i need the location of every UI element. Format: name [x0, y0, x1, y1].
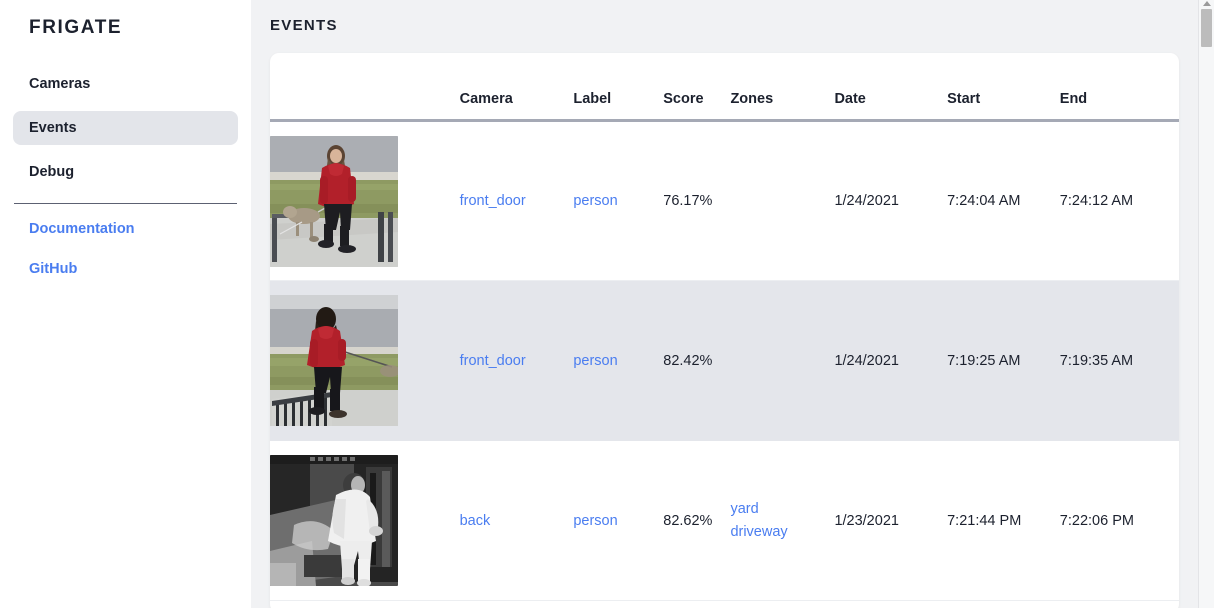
main-content: EVENTS Camera Label Score Zones Date Sta… [251, 0, 1214, 608]
viewport-edge-line [1198, 0, 1199, 608]
event-label-cell: person [573, 120, 664, 281]
events-table-head: Camera Label Score Zones Date Start End [270, 53, 1179, 121]
column-header-camera[interactable]: Camera [459, 91, 513, 107]
event-thumbnail-image[interactable] [270, 295, 398, 426]
event-score-cell: 82.42% [663, 280, 731, 441]
event-zones-cell [730, 120, 835, 281]
sidebar-item-cameras[interactable]: Cameras [29, 75, 91, 92]
events-card: Camera Label Score Zones Date Start End [270, 53, 1179, 608]
event-zone-item[interactable]: yard [730, 501, 759, 518]
event-end-cell: 7:24:12 AM [1059, 120, 1179, 281]
event-camera-link[interactable]: front_door [459, 193, 526, 209]
event-label-cell: person [573, 280, 664, 441]
vertical-scrollbar[interactable] [1199, 0, 1214, 608]
event-date-cell: 1/24/2021 [834, 120, 948, 281]
event-date-cell: 1/23/2021 [834, 440, 948, 601]
event-end-cell: 7:22:06 PM [1059, 440, 1179, 601]
sidebar: FRIGATE Cameras Events Debug Documentati… [0, 0, 251, 608]
event-thumbnail-cell[interactable] [270, 280, 460, 441]
event-date-cell: 1/24/2021 [834, 280, 948, 441]
events-table: Camera Label Score Zones Date Start End [270, 53, 1179, 601]
event-start-cell: 7:21:44 PM [947, 440, 1060, 601]
event-thumbnail-image[interactable] [270, 455, 398, 586]
event-label-link[interactable]: person [573, 512, 618, 529]
events-table-body: front_door person 76.17% 1/24/2021 7:24:… [270, 120, 1179, 601]
scrollbar-thumb[interactable] [1201, 9, 1212, 47]
event-thumbnail-cell[interactable] [270, 440, 460, 601]
sidebar-item-events[interactable]: Events [13, 110, 238, 145]
column-header-start[interactable]: Start [947, 91, 981, 107]
event-thumbnail-image[interactable] [270, 135, 398, 267]
event-zone-item[interactable]: driveway [730, 523, 788, 540]
event-end-cell: 7:19:35 AM [1059, 280, 1179, 441]
column-header-score[interactable]: Score [663, 91, 704, 107]
event-camera-link[interactable]: front_door [459, 352, 526, 369]
event-camera-cell: back [459, 440, 574, 601]
event-label-link[interactable]: person [573, 352, 618, 369]
column-header-thumbnail [270, 53, 460, 121]
sidebar-link-documentation[interactable]: Documentation [29, 220, 135, 237]
page-title: EVENTS [270, 17, 338, 34]
event-label-link[interactable]: person [573, 193, 618, 209]
event-zones-cell: yard driveway [730, 440, 835, 601]
app-brand-title: FRIGATE [29, 17, 123, 38]
table-header-row: Camera Label Score Zones Date Start End [270, 53, 1179, 121]
column-header-label[interactable]: Label [573, 91, 612, 107]
event-camera-link[interactable]: back [459, 512, 491, 529]
event-camera-cell: front_door [459, 280, 574, 441]
table-row[interactable]: front_door person 82.42% 1/24/2021 7:19:… [270, 280, 1179, 441]
sidebar-divider [14, 202, 237, 204]
table-row[interactable]: front_door person 76.17% 1/24/2021 7:24:… [270, 120, 1179, 281]
event-zones-cell [730, 280, 835, 441]
event-camera-cell: front_door [459, 120, 574, 281]
event-start-cell: 7:19:25 AM [947, 280, 1060, 441]
event-thumbnail-cell[interactable] [270, 120, 460, 281]
column-header-zones[interactable]: Zones [730, 91, 774, 107]
column-header-end[interactable]: End [1059, 91, 1088, 107]
table-row[interactable]: back person 82.62% yard driveway 1/23/20… [270, 440, 1179, 601]
event-label-cell: person [573, 440, 664, 601]
event-score-cell: 82.62% [663, 440, 731, 601]
column-header-date[interactable]: Date [834, 91, 866, 107]
scroll-up-arrow-icon[interactable] [1203, 1, 1211, 6]
sidebar-item-debug[interactable]: Debug [29, 163, 75, 180]
sidebar-nav: Cameras Events Debug [13, 67, 238, 189]
event-start-cell: 7:24:04 AM [947, 120, 1060, 281]
sidebar-link-github[interactable]: GitHub [29, 260, 78, 277]
event-score-cell: 76.17% [663, 120, 731, 281]
